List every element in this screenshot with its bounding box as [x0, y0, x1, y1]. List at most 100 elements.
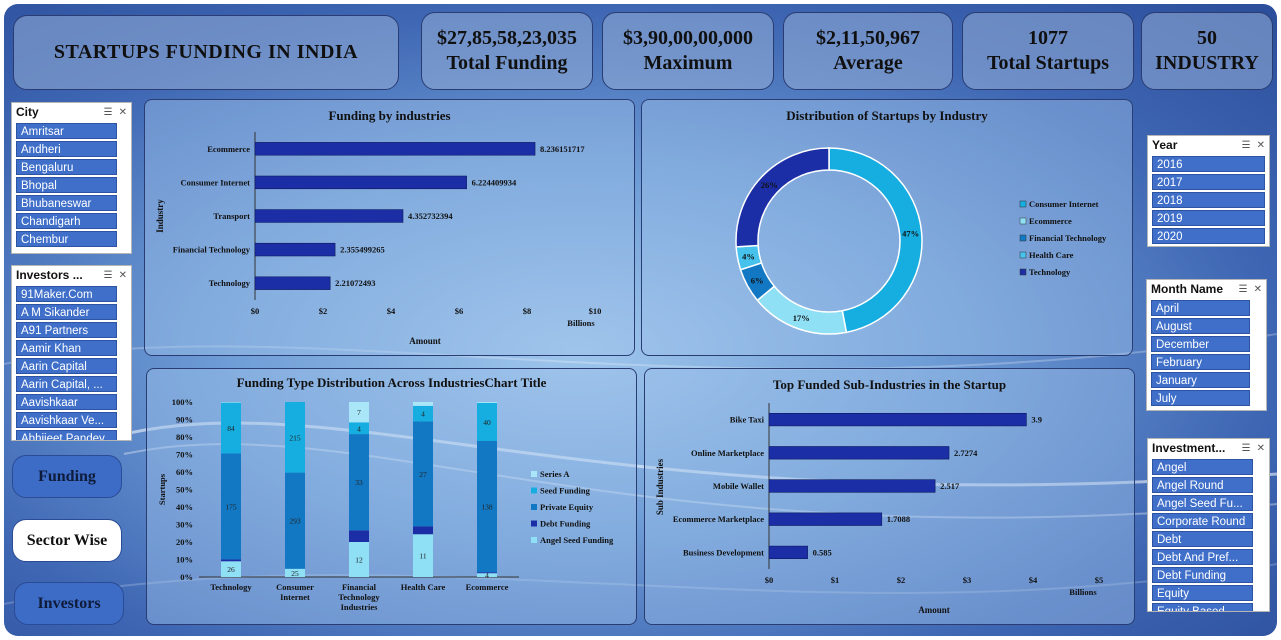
data-label: 138	[481, 503, 493, 512]
multi-select-icon[interactable]: ☰	[1241, 442, 1251, 454]
clear-filter-icon[interactable]: ✕	[118, 106, 127, 118]
slicer-item[interactable]: Angel	[1152, 459, 1253, 475]
slicer-item[interactable]: Debt Funding	[1152, 567, 1253, 583]
multi-select-icon[interactable]: ☰	[1241, 139, 1251, 151]
slicer-item[interactable]: December	[1151, 336, 1250, 352]
stacked-segment	[349, 402, 369, 423]
category-label: Technology	[338, 592, 380, 602]
stacked-segment	[221, 402, 241, 454]
month-slicer: Month Name ☰ ✕ April August December Febr…	[1146, 279, 1267, 411]
kpi-total-funding: $27,85,58,23,035 Total Funding	[421, 12, 593, 90]
bar	[254, 175, 467, 190]
data-label: 2.7274	[954, 448, 978, 458]
slicer-item[interactable]: Abhijeet Pandey	[16, 430, 117, 440]
category-label: Financial Technology	[173, 245, 251, 255]
stacked-segment	[285, 568, 305, 577]
data-label: 4.352732394	[408, 211, 453, 221]
category-label: Bike Taxi	[730, 415, 765, 425]
slicer-item[interactable]: Chandigarh	[16, 213, 117, 229]
kpi-label: Maximum	[643, 52, 733, 74]
slicer-item[interactable]: Corporate Round	[1152, 513, 1253, 529]
category-label: Health Care	[401, 582, 446, 592]
funding-type-panel: Funding Type Distribution Across Industr…	[146, 368, 637, 625]
kpi-value: 1077	[1028, 27, 1068, 49]
slicer-item[interactable]: Andheri	[16, 141, 117, 157]
slicer-item[interactable]: A M Sikander	[16, 304, 117, 320]
bar	[254, 276, 331, 290]
stacked-segment	[221, 561, 241, 577]
kpi-value: $27,85,58,23,035	[437, 27, 577, 49]
clear-filter-icon[interactable]: ✕	[1253, 283, 1262, 295]
category-label: Mobile Wallet	[713, 481, 764, 491]
stacked-segment	[477, 572, 497, 574]
clear-filter-icon[interactable]: ✕	[1256, 139, 1265, 151]
stacked-segment	[349, 542, 369, 577]
data-label: 215	[289, 433, 301, 442]
y-axis-label: Sub Industries	[655, 458, 665, 515]
bar	[768, 412, 1027, 427]
slicer-header: Year ☰ ✕	[1148, 136, 1269, 154]
slicer-item[interactable]: 2019	[1152, 210, 1265, 226]
y-tick-label: 100%	[172, 397, 193, 407]
slicer-item[interactable]: Aamir Khan	[16, 340, 117, 356]
slicer-item[interactable]: Equity	[1152, 585, 1253, 601]
y-axis-label: Industry	[155, 199, 165, 233]
slicer-item[interactable]: Bhopal	[16, 177, 117, 193]
stacked-segment	[285, 402, 305, 473]
slicer-item[interactable]: Debt And Pref...	[1152, 549, 1253, 565]
category-label: Business Development	[683, 547, 764, 557]
slicer-item[interactable]: Aarin Capital	[16, 358, 117, 374]
multi-select-icon[interactable]: ☰	[103, 106, 113, 118]
kpi-label: INDUSTRY	[1155, 52, 1259, 74]
slicer-item[interactable]: Equity Based...	[1152, 603, 1253, 611]
slicer-item[interactable]: August	[1151, 318, 1250, 334]
multi-select-icon[interactable]: ☰	[1238, 283, 1248, 295]
slicer-item[interactable]: February	[1151, 354, 1250, 370]
sector-wise-button[interactable]: Sector Wise	[12, 519, 122, 562]
clear-filter-icon[interactable]: ✕	[1256, 442, 1265, 454]
slicer-item[interactable]: 2020	[1152, 228, 1265, 244]
slicer-item[interactable]: 2018	[1152, 192, 1265, 208]
category-label: Technology	[209, 278, 251, 288]
x-tick-label: $1	[831, 575, 840, 585]
data-label: 26	[227, 565, 235, 574]
slicer-item[interactable]: 2016	[1152, 156, 1265, 172]
slicer-item[interactable]: Chembur	[16, 231, 117, 247]
slicer-item[interactable]: 91Maker.Com	[16, 286, 117, 302]
slicer-item[interactable]: April	[1151, 300, 1250, 316]
slicer-item[interactable]: Aarin Capital, ...	[16, 376, 117, 392]
legend-swatch	[531, 487, 537, 494]
slicer-item[interactable]: Bhubaneswar	[16, 195, 117, 211]
slicer-item[interactable]: Amritsar	[16, 123, 117, 139]
category-label: Consumer	[276, 582, 314, 592]
slicer-item[interactable]: Aavishkaar Ve...	[16, 412, 117, 428]
slicer-item[interactable]: Angel Seed Fu...	[1152, 495, 1253, 511]
category-label: Ecommerce Marketplace	[673, 514, 764, 524]
slicer-item[interactable]: July	[1151, 390, 1250, 406]
multi-select-icon[interactable]: ☰	[103, 269, 113, 281]
y-tick-label: 60%	[176, 467, 193, 477]
y-tick-label: 90%	[176, 415, 193, 425]
slicer-item[interactable]: Debt	[1152, 531, 1253, 547]
slicer-title: Investment...	[1152, 441, 1226, 455]
y-tick-label: 70%	[176, 450, 193, 460]
y-axis-label: Startups	[157, 473, 167, 505]
legend-swatch	[1019, 268, 1027, 276]
y-tick-label: 0%	[180, 572, 193, 582]
slicer-item[interactable]: Bengaluru	[16, 159, 117, 175]
investors-button[interactable]: Investors	[14, 582, 124, 625]
data-label: 27	[419, 470, 427, 479]
slicer-item[interactable]: Angel Round	[1152, 477, 1253, 493]
legend-label: Technology	[1029, 267, 1071, 277]
slicer-item[interactable]: A91 Partners	[16, 322, 117, 338]
clear-filter-icon[interactable]: ✕	[118, 269, 127, 281]
y-tick-label: 10%	[176, 555, 193, 565]
bar	[254, 242, 336, 257]
slicer-title: Month Name	[1151, 282, 1223, 296]
slicer-item[interactable]: 2017	[1152, 174, 1265, 190]
slice-label: 6%	[751, 276, 764, 286]
funding-button[interactable]: Funding	[12, 455, 122, 498]
slicer-item[interactable]: January	[1151, 372, 1250, 388]
slicer-title: City	[16, 105, 39, 119]
slicer-item[interactable]: Aavishkaar	[16, 394, 117, 410]
